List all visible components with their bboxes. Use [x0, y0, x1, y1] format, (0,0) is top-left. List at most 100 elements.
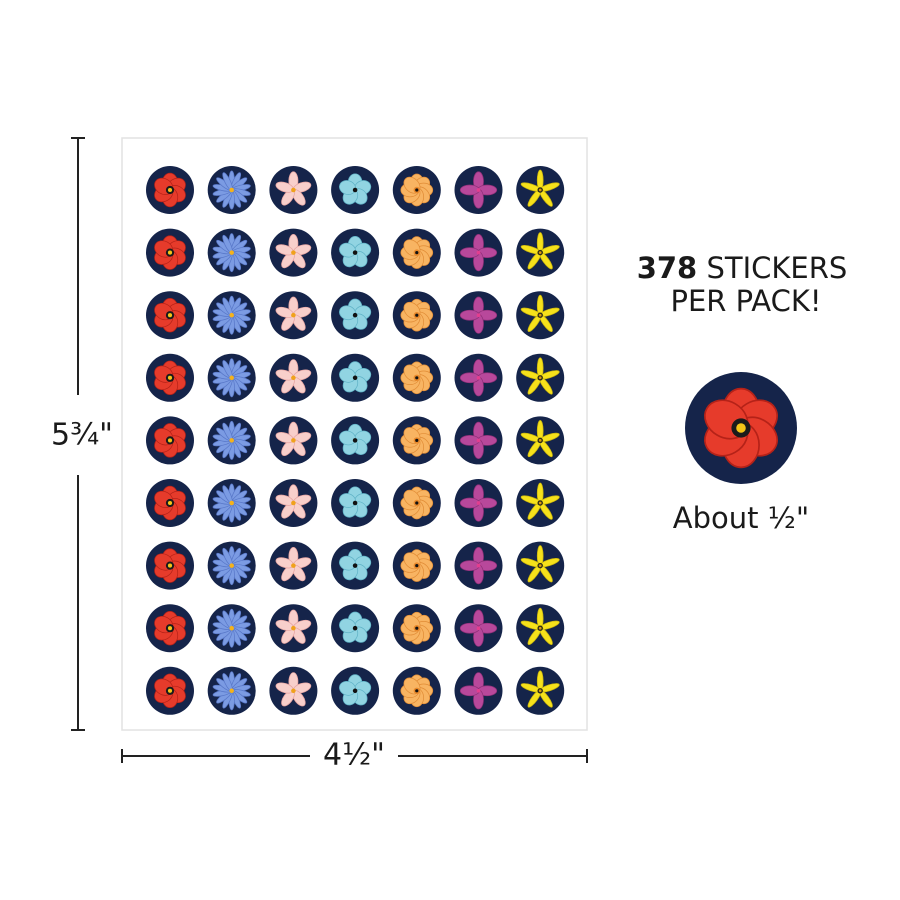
- flower-center-dot: [538, 626, 542, 630]
- flower-center-dot: [415, 626, 419, 630]
- sticker: [392, 666, 441, 715]
- flower-center: [229, 625, 234, 631]
- flower-center: [229, 563, 234, 568]
- petal: [459, 184, 480, 196]
- sticker: [392, 541, 441, 590]
- flower-center: [291, 187, 296, 193]
- flower-center: [229, 438, 234, 443]
- flower-center-dot: [415, 313, 419, 317]
- sticker: [392, 416, 441, 465]
- flower-center-dot: [415, 564, 419, 568]
- flower-center: [476, 313, 481, 318]
- sticker: [146, 479, 194, 527]
- flower-center: [352, 563, 358, 568]
- sticker: [516, 541, 565, 590]
- sample-label: About ½": [673, 501, 809, 535]
- flower-center: [352, 250, 358, 255]
- sticker: [207, 291, 256, 340]
- sticker: [269, 416, 318, 465]
- flower-center-dot: [736, 423, 746, 433]
- width-dimension: 4½": [121, 738, 588, 773]
- flower-center-dot: [538, 439, 542, 442]
- petal: [459, 372, 480, 384]
- flower-center-dot: [167, 313, 173, 318]
- sticker: [331, 291, 380, 340]
- flower-center: [352, 688, 358, 694]
- flower-center: [229, 688, 234, 694]
- flower-center-dot: [167, 438, 173, 443]
- sticker: [269, 541, 318, 590]
- sticker: [269, 604, 318, 653]
- sticker: [146, 228, 194, 277]
- flower-center: [229, 187, 234, 193]
- sticker: [331, 479, 380, 527]
- petal: [459, 560, 480, 571]
- height-label: 5¾": [51, 418, 113, 453]
- flower-center: [476, 688, 481, 693]
- sticker: [146, 416, 194, 465]
- sticker: [454, 416, 503, 465]
- flower-center: [229, 250, 234, 255]
- sticker: [516, 666, 565, 715]
- flower-center-dot: [538, 689, 542, 693]
- sticker: [516, 604, 565, 653]
- sticker: [454, 353, 503, 402]
- sticker-grid: [146, 166, 565, 715]
- sticker: [207, 666, 256, 715]
- sticker: [392, 479, 441, 527]
- sticker: [207, 416, 256, 465]
- flower-center: [476, 501, 481, 505]
- flower-center-dot: [538, 564, 542, 567]
- sticker: [331, 666, 380, 715]
- sticker: [454, 479, 503, 527]
- sticker: [146, 353, 194, 402]
- sticker: [454, 291, 503, 340]
- petal: [459, 309, 480, 321]
- width-label: 4½": [323, 738, 385, 773]
- flower-center: [229, 312, 234, 318]
- sticker: [331, 353, 380, 402]
- sticker: [207, 479, 256, 527]
- sticker: [146, 291, 194, 340]
- flower-center: [291, 375, 296, 381]
- callout-line: PER PACK!: [670, 284, 821, 318]
- flower-center-dot: [167, 688, 173, 693]
- flower-center-dot: [415, 251, 419, 255]
- sticker: [146, 541, 194, 590]
- sticker: [146, 166, 194, 214]
- sticker: [454, 166, 503, 214]
- sticker: [331, 541, 380, 590]
- flower-center-dot: [167, 500, 173, 506]
- flower-center: [291, 625, 296, 631]
- sticker: [516, 291, 565, 340]
- flower-center-dot: [167, 250, 173, 255]
- sticker: [516, 353, 565, 402]
- flower-center-dot: [415, 376, 419, 380]
- flower-center: [352, 312, 358, 318]
- flower-center-dot: [167, 187, 173, 193]
- sticker: [331, 416, 380, 465]
- sticker: [454, 666, 503, 715]
- callout-text: STICKERS: [706, 251, 847, 285]
- flower-center-dot: [415, 501, 419, 505]
- flower-center: [352, 375, 358, 381]
- sticker: [392, 166, 441, 214]
- flower-center: [291, 563, 296, 568]
- flower-center: [476, 188, 481, 192]
- sticker: [516, 479, 565, 527]
- flower-center: [291, 438, 296, 443]
- flower-center: [291, 500, 296, 506]
- flower-center-dot: [538, 376, 542, 380]
- sticker: [331, 228, 380, 277]
- sticker: [269, 228, 318, 277]
- flower-center-dot: [415, 689, 419, 693]
- flower-center: [476, 375, 481, 380]
- sticker: [454, 541, 503, 590]
- flower-center: [352, 500, 358, 506]
- petal: [459, 435, 480, 446]
- sticker: [516, 416, 565, 465]
- flower-center: [476, 563, 481, 568]
- flower-center: [229, 375, 234, 381]
